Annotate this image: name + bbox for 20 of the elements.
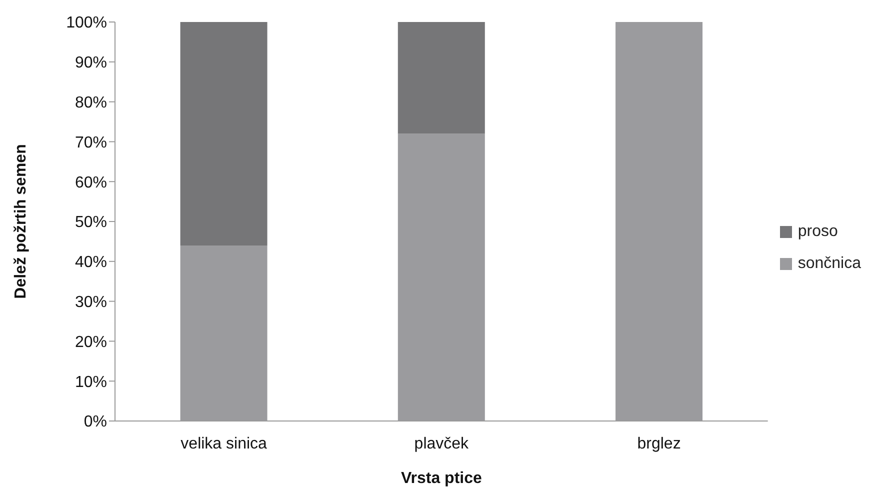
- x-tick-label: brglez: [637, 435, 681, 452]
- y-tick-label: 40%: [74, 254, 107, 272]
- bar: [398, 22, 485, 134]
- x-axis-title: Vrsta ptice: [400, 470, 482, 487]
- legend-label: sončnica: [798, 254, 861, 272]
- y-axis-title: Delež požrtih semen: [12, 144, 30, 299]
- y-tick-label: 10%: [74, 374, 107, 391]
- x-tick-label: plavček: [414, 435, 470, 452]
- bar: [180, 22, 268, 246]
- x-tick-label: velika sinica: [180, 435, 268, 452]
- y-tick-label: 90%: [74, 54, 107, 72]
- y-tick-label: 0%: [84, 414, 107, 431]
- y-tick-label: 70%: [74, 134, 107, 152]
- y-tick-label: 60%: [74, 174, 107, 192]
- y-tick-label: 20%: [74, 334, 107, 351]
- y-tick-label: 100%: [66, 14, 107, 32]
- y-tick-label: 80%: [74, 94, 107, 112]
- legend-label: proso: [798, 222, 838, 240]
- y-tick-label: 50%: [74, 214, 107, 232]
- y-tick-label: 30%: [74, 294, 107, 311]
